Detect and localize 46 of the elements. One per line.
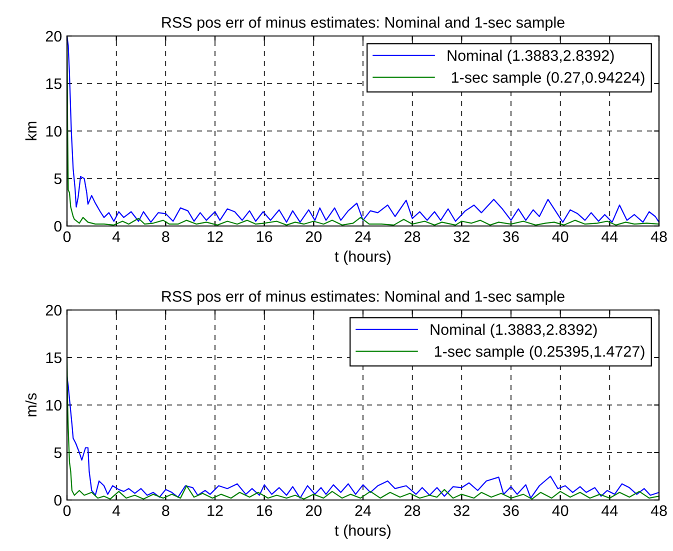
y-tick-label: 10 xyxy=(46,126,62,137)
y-axis-title: km xyxy=(25,122,36,140)
y-tick-label: 15 xyxy=(46,352,62,364)
legend-label: Nominal (1.3883,2.8392) xyxy=(448,50,614,64)
x-tick-label: 28 xyxy=(404,505,420,516)
x-tick-label: 0 xyxy=(63,505,71,516)
chart-title: RSS pos err of minus estimates: Nominal and 1-sec sample xyxy=(162,16,564,31)
chart-title: RSS pos err of minus estimates: Nominal and 1-sec sample xyxy=(162,290,564,305)
x-tick-label: 12 xyxy=(208,231,223,242)
x-tick-label: 8 xyxy=(162,505,170,516)
y-tick-label: 20 xyxy=(46,304,62,316)
x-tick-label: 16 xyxy=(257,231,272,242)
x-tick-label: 44 xyxy=(602,231,618,242)
x-tick-label: 24 xyxy=(355,231,372,242)
y-tick-label: 5 xyxy=(54,174,62,184)
y-tick-label: 0 xyxy=(54,220,62,232)
x-tick-label: 20 xyxy=(306,505,322,516)
x-tick-label: 8 xyxy=(162,231,170,242)
x-axis-title: t (hours) xyxy=(334,250,390,265)
y-tick-label: 20 xyxy=(46,30,62,42)
x-tick-label: 32 xyxy=(454,231,470,242)
legend-label: 1-sec sample (0.27,0.94224) xyxy=(452,72,644,86)
y-tick-label: 0 xyxy=(54,494,62,506)
x-tick-label: 32 xyxy=(454,505,470,516)
x-tick-label: 20 xyxy=(306,231,322,242)
legend-label: Nominal (1.3883,2.8392) xyxy=(430,324,597,338)
x-tick-label: 28 xyxy=(404,231,420,242)
x-tick-label: 4 xyxy=(112,231,120,242)
x-tick-label: 24 xyxy=(355,505,372,516)
y-tick-label: 15 xyxy=(46,78,62,90)
x-tick-label: 12 xyxy=(208,505,223,516)
x-tick-label: 44 xyxy=(602,505,618,516)
x-axis-title: t (hours) xyxy=(334,524,390,539)
x-tick-label: 36 xyxy=(503,505,519,516)
legend-label: 1-sec sample (0.25395,1.4727) xyxy=(434,346,644,360)
x-tick-label: 40 xyxy=(552,231,568,242)
x-tick-label: 0 xyxy=(63,231,71,242)
y-axis-title: m/s xyxy=(25,393,37,416)
x-tick-label: 40 xyxy=(552,505,568,516)
x-tick-label: 48 xyxy=(650,505,667,516)
x-tick-label: 16 xyxy=(257,505,272,516)
y-tick-label: 5 xyxy=(54,448,62,458)
y-tick-label: 10 xyxy=(46,400,62,411)
x-tick-label: 36 xyxy=(503,231,519,242)
x-tick-label: 48 xyxy=(650,231,667,242)
x-tick-label: 4 xyxy=(112,505,120,516)
